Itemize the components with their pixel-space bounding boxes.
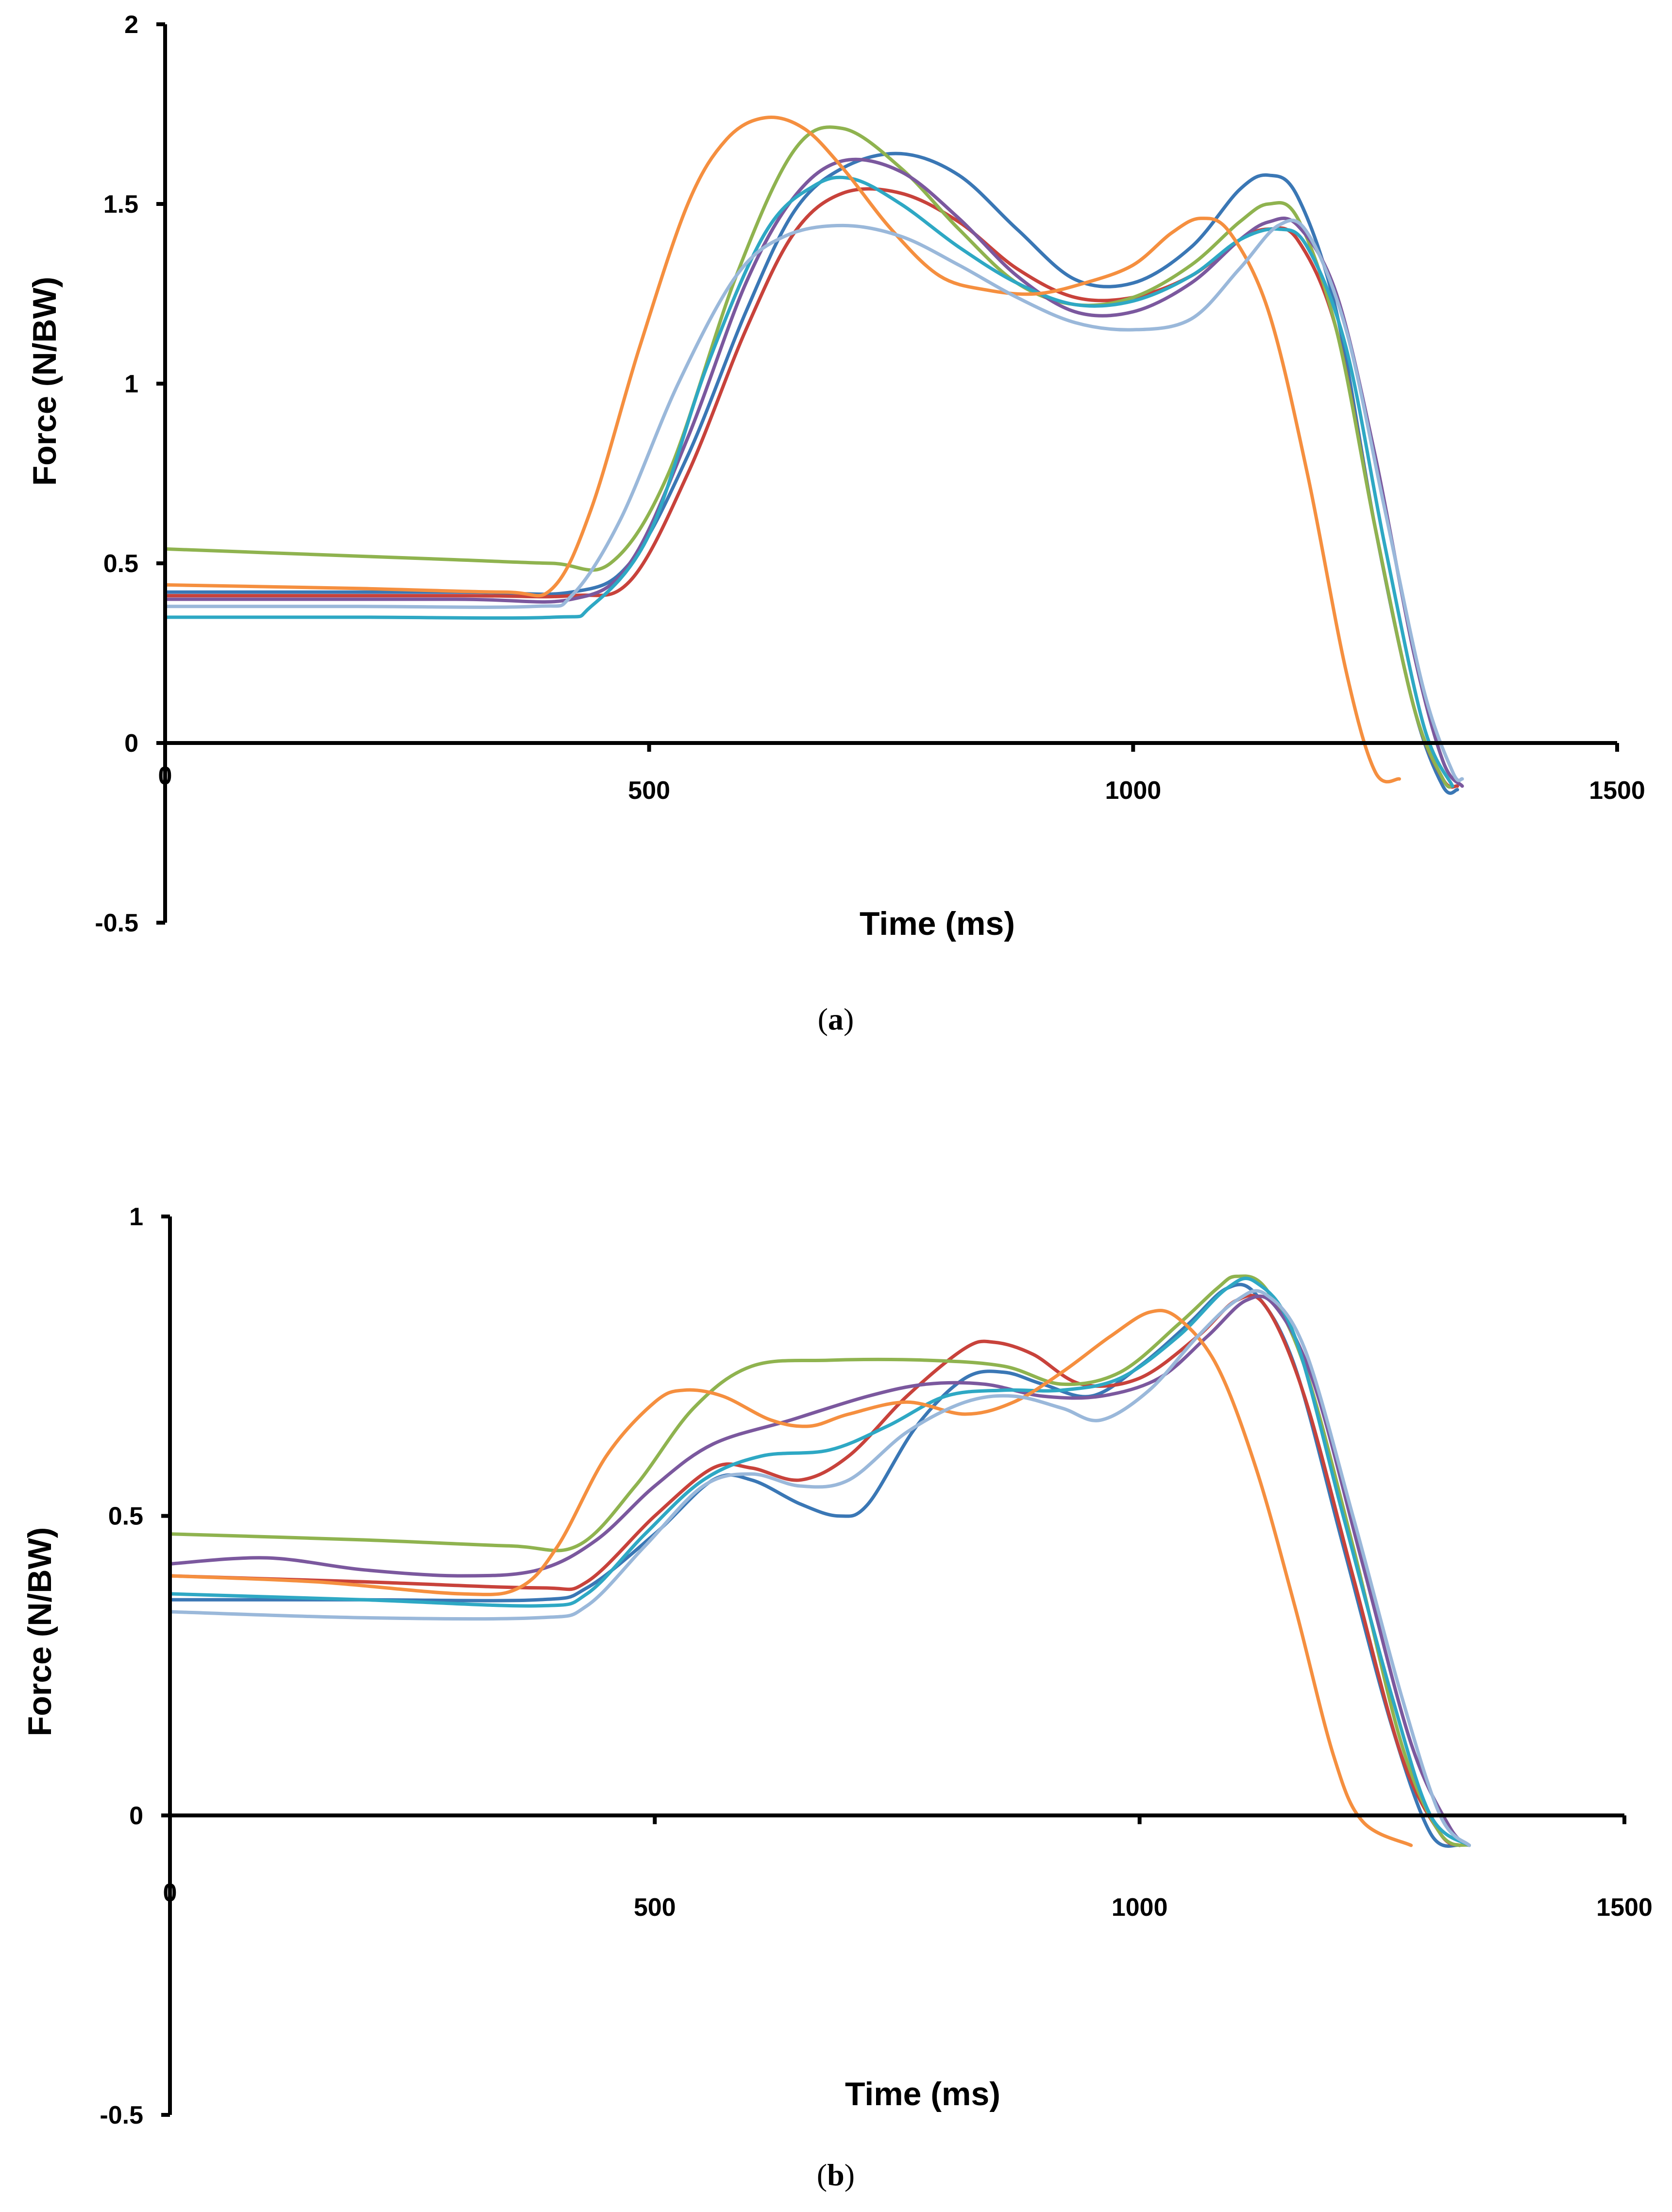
y-tick-label: 1.5 [103, 190, 138, 219]
y-tick-label: 0 [124, 729, 138, 758]
panel-caption: (b) [817, 2158, 855, 2192]
series-line-dark-blue [168, 1283, 1462, 1848]
panel-caption-letter: b [827, 2158, 844, 2192]
series-group [163, 116, 1464, 795]
series-line-red [163, 187, 1459, 789]
panel-caption: (a) [818, 1002, 854, 1036]
series-line-purple [163, 157, 1464, 788]
y-tick-label: 1 [124, 370, 138, 398]
y-tick-label: 1 [129, 1203, 143, 1231]
series-line-light-blue [168, 1289, 1471, 1847]
series-line-red [168, 1294, 1462, 1847]
x-axis-title: Time (ms) [845, 2076, 1000, 2112]
x-tick-label: 1000 [1112, 1893, 1168, 1922]
series-line-light-blue [163, 219, 1464, 782]
x-tick-label: 1000 [1105, 777, 1161, 805]
series-line-green [168, 1274, 1471, 1847]
y-axis-title: Force (N/BW) [26, 277, 63, 486]
y-tick-label: 0.5 [103, 550, 138, 578]
y-tick-label: 2 [124, 11, 138, 39]
series-line-green [163, 125, 1454, 789]
panel-caption-letter: a [828, 1002, 844, 1036]
series-line-dark-blue [163, 152, 1459, 795]
x-origin-label: 0 [163, 1879, 177, 1907]
series-line-orange [163, 116, 1401, 784]
y-tick-label: -0.5 [95, 909, 138, 937]
y-tick-label: 0 [129, 1802, 143, 1830]
series-line-cyan [168, 1276, 1471, 1847]
x-tick-label: 1500 [1589, 777, 1645, 805]
y-tick-label: -0.5 [100, 2101, 143, 2129]
x-axis-title: Time (ms) [860, 905, 1015, 942]
series-line-purple [168, 1294, 1471, 1847]
x-tick-label: 1500 [1596, 1893, 1653, 1922]
series-line-orange [168, 1309, 1413, 1847]
chart-panel-a: 2 1.5 1 0.5 0 -0.5 500 1000 1500 0 Time (ms) Force … [26, 11, 1645, 1036]
series-line-cyan [163, 175, 1454, 788]
x-tick-label: 500 [634, 1893, 676, 1922]
x-tick-label: 500 [628, 777, 670, 805]
series-group [168, 1274, 1471, 1848]
chart-panel-b: 1 0.5 0 -0.5 500 1000 1500 0 Time (ms) Force (N/B… [21, 1203, 1653, 2192]
y-tick-label: 0.5 [108, 1503, 143, 1531]
y-axis-title: Force (N/BW) [21, 1527, 58, 1737]
x-origin-label: 0 [158, 762, 172, 790]
